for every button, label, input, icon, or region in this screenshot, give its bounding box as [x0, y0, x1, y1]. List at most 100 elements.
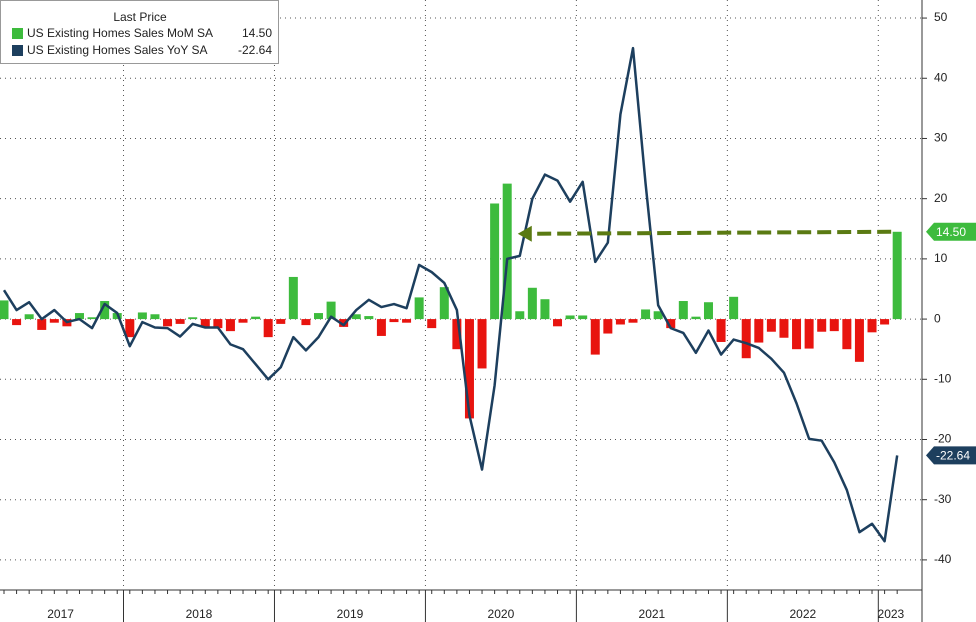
y-tick-label: 0 [934, 311, 941, 325]
value-tag [926, 446, 976, 465]
bar [716, 319, 726, 342]
bar [74, 313, 84, 320]
legend-label: US Existing Homes Sales YoY SA [27, 43, 208, 57]
bar [477, 319, 487, 369]
bar [615, 319, 625, 325]
y-tick-label: -20 [934, 432, 952, 446]
bar [24, 314, 34, 320]
bar [301, 319, 311, 326]
bar [364, 316, 374, 320]
bar [490, 203, 500, 320]
legend-value: 14.50 [242, 26, 272, 40]
bar [175, 319, 185, 324]
bar [339, 319, 349, 327]
y-tick-label: -10 [934, 371, 952, 385]
bar [37, 319, 47, 330]
arrow-line [531, 229, 892, 236]
arrow-head [517, 225, 532, 242]
bar [276, 319, 286, 324]
bar [12, 319, 22, 326]
bar [565, 315, 575, 320]
bar [867, 319, 877, 333]
bar [376, 319, 386, 336]
legend-box [0, 0, 279, 64]
bar [0, 300, 9, 320]
legend-swatch [12, 45, 23, 56]
bar [200, 319, 210, 328]
y-tick-label: 40 [934, 70, 948, 84]
x-tick-label: 2022 [789, 607, 816, 621]
bar [540, 299, 550, 320]
bar [502, 183, 512, 320]
bar [414, 297, 424, 320]
bar [792, 319, 802, 350]
y-tick-label: 20 [934, 191, 948, 205]
bar [603, 319, 613, 334]
x-tick-label: 2023 [878, 607, 905, 621]
bar [288, 276, 298, 320]
bar [213, 319, 223, 329]
bar [527, 287, 537, 320]
bar [351, 314, 361, 320]
x-tick-label: 2017 [47, 607, 74, 621]
bar [578, 315, 588, 320]
bar [188, 317, 198, 320]
bar [402, 319, 412, 323]
value-tag [926, 222, 976, 241]
bar [87, 317, 97, 320]
y-tick-label: 30 [934, 131, 948, 145]
bar [729, 296, 739, 320]
bar [553, 319, 563, 327]
bar [678, 301, 688, 320]
bar [427, 319, 437, 329]
bar [779, 319, 789, 338]
bar [641, 309, 651, 320]
bar [804, 319, 814, 349]
bar [515, 311, 525, 320]
bar [238, 319, 248, 323]
bar [100, 301, 110, 320]
value-tag-label: 14.50 [936, 225, 966, 239]
bar [829, 319, 839, 332]
bar [49, 319, 59, 323]
bar [766, 319, 776, 332]
line [2, 46, 899, 543]
y-tick-label: -30 [934, 492, 952, 506]
y-tick-label: 50 [934, 10, 948, 24]
bar [691, 316, 701, 320]
bar [326, 301, 336, 320]
legend-swatch [12, 28, 23, 39]
y-tick-label: -40 [934, 552, 952, 566]
bar [225, 319, 235, 332]
bar [464, 319, 474, 419]
bar [137, 312, 147, 320]
bar [703, 302, 713, 320]
bar [263, 319, 273, 338]
legend-title: Last Price [113, 10, 167, 24]
bar [150, 314, 160, 320]
bar [125, 319, 135, 338]
bar [452, 319, 462, 350]
bar [653, 311, 663, 320]
bar [251, 316, 261, 320]
bar [389, 319, 399, 323]
bar [590, 319, 600, 355]
x-tick-label: 2019 [337, 607, 364, 621]
x-tick-label: 2020 [488, 607, 515, 621]
x-tick-label: 2018 [186, 607, 213, 621]
bar [880, 319, 890, 325]
legend-value: -22.64 [238, 43, 272, 57]
y-tick-label: 10 [934, 251, 948, 265]
bar [754, 319, 764, 343]
bar [854, 319, 864, 362]
legend-label: US Existing Homes Sales MoM SA [27, 26, 213, 40]
x-tick-label: 2021 [639, 607, 666, 621]
bar [628, 319, 638, 323]
bar [314, 313, 323, 320]
bar [842, 319, 852, 350]
bar [439, 287, 449, 320]
bar [666, 319, 676, 329]
bar [817, 319, 827, 332]
value-tag-label: -22.64 [936, 449, 970, 463]
